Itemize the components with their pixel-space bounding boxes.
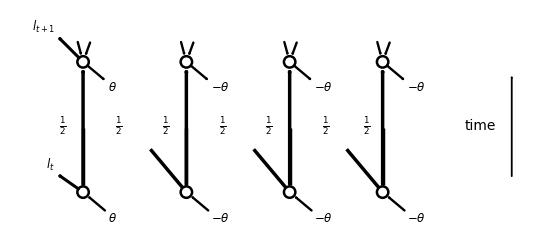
Text: $l_t$: $l_t$	[46, 157, 55, 173]
Text: $\frac{1}{2}$: $\frac{1}{2}$	[219, 115, 226, 137]
Text: $\theta$: $\theta$	[108, 212, 117, 225]
Text: $\theta$: $\theta$	[108, 81, 117, 94]
Text: $-\theta$: $-\theta$	[211, 212, 230, 225]
Text: $-\theta$: $-\theta$	[314, 212, 333, 225]
Text: $-\theta$: $-\theta$	[211, 81, 230, 94]
Text: $\frac{1}{2}$: $\frac{1}{2}$	[162, 115, 169, 137]
Text: time: time	[465, 119, 496, 133]
Text: $\frac{1}{2}$: $\frac{1}{2}$	[116, 115, 123, 137]
Text: $-\theta$: $-\theta$	[407, 81, 426, 94]
Text: $\frac{1}{2}$: $\frac{1}{2}$	[59, 115, 66, 137]
Text: $\frac{1}{2}$: $\frac{1}{2}$	[265, 115, 273, 137]
Text: $\frac{1}{2}$: $\frac{1}{2}$	[322, 115, 330, 137]
Text: $l_{t+1}$: $l_{t+1}$	[32, 19, 55, 35]
Text: $-\theta$: $-\theta$	[314, 81, 333, 94]
Text: $\frac{1}{2}$: $\frac{1}{2}$	[363, 115, 371, 137]
Text: $-\theta$: $-\theta$	[407, 212, 426, 225]
